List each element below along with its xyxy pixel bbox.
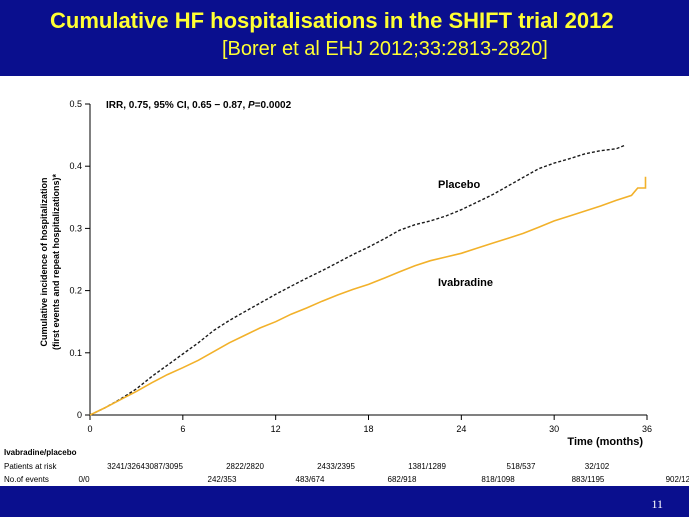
- risk-table-cell: 32/102: [585, 462, 610, 471]
- x-tick-label: 6: [180, 424, 185, 434]
- y-axis-title-line2: (first events and repeat hospitalization…: [51, 173, 61, 350]
- ivabradine-line: [89, 176, 647, 416]
- y-tick-label: 0: [77, 410, 82, 420]
- x-tick-label: 24: [456, 424, 466, 434]
- ivabradine-label: Ivabradine: [438, 277, 493, 289]
- series-layer: [89, 144, 647, 416]
- chart-labels: Placebo Ivabradine IRR, 0.75, 95% CI, 0.65…: [39, 100, 643, 448]
- slide-citation: [Borer et al EHJ 2012;33:2813-2820]: [222, 38, 548, 60]
- page-number: 11: [651, 497, 663, 511]
- axes: 0 0.1 0.2 0.3 0.4 0.5 0 6 12 18 24 30 36: [69, 99, 652, 434]
- x-axis-title: Time (months): [567, 436, 643, 448]
- y-tick-label: 0.5: [69, 99, 82, 109]
- y-tick-label: 0.2: [69, 286, 82, 296]
- risk-table-cell: 0/0: [78, 475, 90, 484]
- risk-table-cell: 518/537: [507, 462, 536, 471]
- risk-table-cell: 2433/2395: [317, 462, 355, 471]
- risk-table-cell: 483/674: [296, 475, 325, 484]
- risk-table-cell: 3087/3095: [145, 462, 183, 471]
- x-tick-label: 0: [87, 424, 92, 434]
- risk-row-label: No.of events: [4, 475, 49, 484]
- x-tick-label: 30: [549, 424, 559, 434]
- risk-table: Ivabradine/placebo Patients at risk 3241/3…: [4, 448, 689, 484]
- risk-table-cell: 818/1098: [481, 475, 515, 484]
- y-tick-label: 0.3: [69, 223, 82, 233]
- chart-panel: 0 0.1 0.2 0.3 0.4 0.5 0 6 12 18 24 30 36 Placebo Ivab…: [0, 76, 689, 486]
- x-tick-label: 36: [642, 424, 652, 434]
- risk-row-label: Patients at risk: [4, 462, 57, 471]
- placebo-line: [89, 144, 626, 416]
- risk-table-header: Ivabradine/placebo: [4, 448, 77, 457]
- irr-annotation: IRR, 0.75, 95% CI, 0.65 − 0.87, P=0.0002: [106, 100, 292, 111]
- y-tick-label: 0.1: [69, 348, 82, 358]
- risk-table-cell: 1381/1289: [408, 462, 446, 471]
- kaplan-meier-chart: 0 0.1 0.2 0.3 0.4 0.5 0 6 12 18 24 30 36 Placebo Ivab…: [4, 99, 689, 484]
- placebo-label: Placebo: [438, 179, 480, 191]
- slide-title: Cumulative HF hospitalisations in the SH…: [50, 8, 614, 33]
- risk-table-cell: 682/918: [388, 475, 417, 484]
- x-tick-label: 18: [363, 424, 373, 434]
- risk-table-cell: 242/353: [208, 475, 237, 484]
- y-axis-title-line1: Cumulative incidence of hospitalization: [39, 177, 49, 346]
- risk-table-cell: 3241/3264: [107, 462, 145, 471]
- x-tick-label: 12: [271, 424, 281, 434]
- risk-table-cell: 883/1195: [572, 475, 605, 484]
- y-tick-label: 0.4: [69, 161, 82, 171]
- risk-table-cell: 2822/2820: [226, 462, 264, 471]
